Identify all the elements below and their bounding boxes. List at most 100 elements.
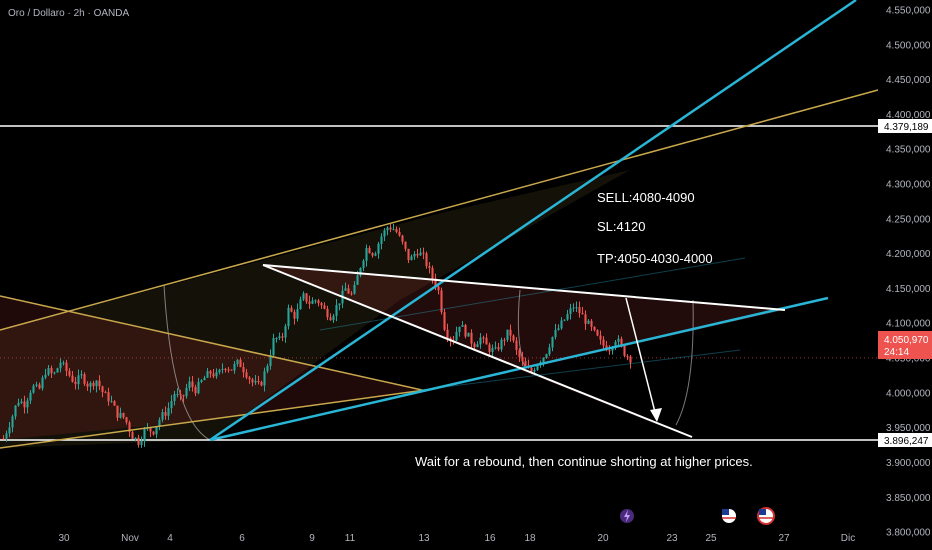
candle (203, 375, 206, 381)
candle (122, 412, 125, 419)
candle (479, 333, 482, 349)
candle (254, 375, 257, 385)
candle (29, 390, 32, 405)
time-axis[interactable]: 30 Nov 4 6 9 11 13 16 18 20 23 25 27 Dic (58, 533, 855, 544)
chart-title: Oro / Dollaro · 2h · OANDA (8, 8, 129, 19)
gold-channel-lower[interactable] (0, 389, 426, 449)
candle (65, 359, 68, 377)
us-flag-canton (722, 509, 729, 515)
candle (173, 390, 176, 406)
candle (200, 379, 203, 384)
candle (107, 387, 110, 406)
y-tick-label: 4.100,000 (886, 319, 931, 330)
candle (425, 251, 428, 269)
candle (35, 381, 38, 388)
note-annotation: Wait for a rebound, then continue shorti… (415, 454, 753, 469)
candle (125, 416, 128, 425)
candle (599, 330, 602, 345)
candle (176, 388, 179, 398)
upper-level-badge (878, 119, 932, 133)
candle (596, 329, 599, 337)
sl-annotation: SL:4120 (597, 219, 645, 234)
candle (143, 426, 146, 447)
candle (86, 381, 89, 391)
candle (413, 251, 416, 260)
candle (188, 376, 191, 392)
candle (260, 380, 263, 387)
candle (404, 241, 407, 252)
candle (44, 368, 47, 380)
cyan-steep-line[interactable] (209, 0, 857, 442)
y-tick-label: 4.450,000 (886, 75, 931, 86)
candle (215, 368, 218, 379)
candle (161, 408, 164, 423)
candle (239, 357, 242, 368)
candle (401, 234, 404, 245)
candle (227, 367, 230, 373)
lower-level-badge (878, 433, 932, 447)
candle (506, 329, 509, 342)
candle (281, 332, 284, 342)
x-tick-label: 20 (597, 533, 609, 544)
candle (386, 226, 389, 236)
candle (269, 349, 272, 370)
candle (134, 437, 137, 442)
candle (320, 301, 323, 310)
candle (428, 261, 431, 274)
candle (41, 375, 44, 391)
candle (68, 368, 71, 378)
candle (476, 341, 479, 348)
candle (299, 296, 302, 310)
x-tick-label: 11 (345, 533, 356, 544)
x-tick-label: Nov (121, 533, 139, 544)
candle (263, 367, 266, 392)
price-axis[interactable]: 4.550,000 4.500,000 4.450,000 4.400,000 4.35… (878, 0, 932, 550)
candle (23, 395, 26, 414)
candle (290, 305, 293, 313)
candle (509, 324, 512, 342)
candle (209, 370, 212, 378)
gold-descending-line[interactable] (0, 295, 423, 391)
white-upper-line[interactable] (262, 264, 786, 311)
y-tick-label: 3.800,000 (886, 528, 931, 539)
candle (563, 319, 566, 322)
candle (206, 367, 209, 378)
left-wedge-fill (0, 296, 422, 440)
candle (284, 323, 287, 343)
gold-channel-upper[interactable] (0, 89, 879, 331)
candle (548, 343, 551, 357)
candle (488, 342, 491, 356)
candle (257, 375, 260, 385)
candle (104, 390, 107, 394)
white-lower-line[interactable] (262, 264, 693, 438)
candle (311, 297, 314, 305)
candle (155, 426, 158, 439)
candle (236, 359, 239, 367)
cyan-support-line[interactable] (209, 296, 829, 442)
candle (545, 353, 548, 359)
arc-left (163, 284, 211, 441)
candle (224, 367, 227, 373)
candle (560, 317, 563, 330)
candle (92, 380, 95, 390)
x-tick-label: 4 (167, 533, 173, 544)
candles (0, 223, 878, 448)
candle (62, 360, 65, 366)
candle (110, 395, 113, 403)
candle (533, 367, 536, 374)
candle (113, 400, 116, 406)
us-flag-canton-2 (759, 509, 766, 515)
candle (500, 337, 503, 352)
arc-right (675, 299, 694, 426)
candle (584, 310, 587, 330)
candle (14, 405, 17, 420)
x-tick-label: Dic (841, 533, 855, 544)
projection-arrow[interactable] (625, 297, 658, 421)
triangle-fill (265, 265, 785, 438)
candle (353, 281, 356, 295)
y-tick-label: 4.500,000 (886, 40, 931, 51)
candle (170, 394, 173, 414)
candle (197, 377, 200, 395)
candle (410, 254, 413, 261)
